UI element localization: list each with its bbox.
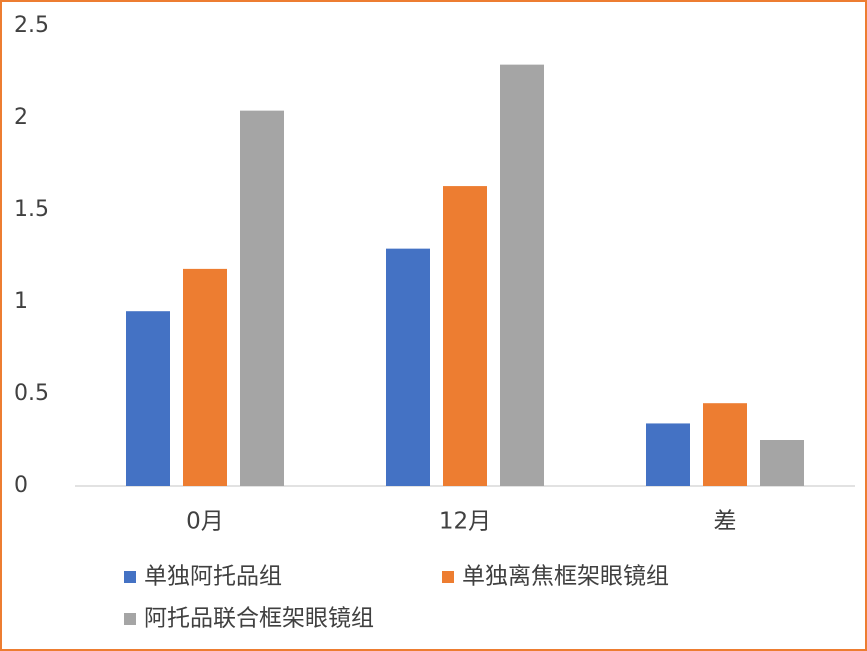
bar bbox=[703, 403, 747, 486]
y-tick-label: 0 bbox=[14, 473, 28, 498]
x-tick-label: 0月 bbox=[186, 509, 224, 535]
bar bbox=[443, 186, 487, 486]
legend-label: 单独离焦框架眼镜组 bbox=[462, 564, 669, 590]
legend-swatch bbox=[124, 571, 136, 583]
bar bbox=[183, 268, 227, 486]
legend-label: 阿托品联合框架眼镜组 bbox=[144, 606, 374, 632]
y-tick-label: 1 bbox=[14, 289, 28, 314]
x-tick-label: 12月 bbox=[439, 509, 491, 535]
legend-label: 单独阿托品组 bbox=[144, 564, 282, 590]
y-tick-label: 1.5 bbox=[14, 197, 49, 222]
y-tick-label: 2 bbox=[14, 105, 28, 130]
legend-swatch bbox=[124, 613, 136, 625]
y-tick-label: 0.5 bbox=[14, 381, 49, 406]
y-tick-label: 2.5 bbox=[14, 13, 49, 38]
bar bbox=[240, 110, 284, 486]
bar bbox=[760, 440, 804, 486]
bar bbox=[646, 423, 690, 486]
bar bbox=[386, 248, 430, 486]
bar bbox=[126, 311, 170, 486]
x-tick-label: 差 bbox=[714, 509, 737, 535]
bar bbox=[500, 64, 544, 486]
legend-swatch bbox=[442, 571, 454, 583]
